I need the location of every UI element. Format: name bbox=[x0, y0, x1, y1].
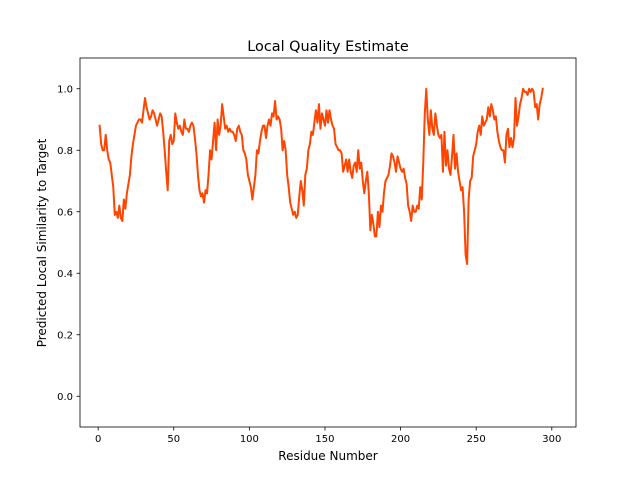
y-axis-label: Predicted Local Similarity to Target bbox=[35, 138, 49, 347]
y-tick-label: 0.8 bbox=[57, 146, 73, 157]
plot-area: 0 50 100 150 200 250 300 0.0 0.2 0.4 0.6 0.8 1.0 bbox=[57, 57, 577, 445]
y-tick-label: 0.0 bbox=[57, 392, 73, 403]
x-tick-label: 50 bbox=[167, 434, 180, 445]
y-tick-label: 0.6 bbox=[57, 207, 73, 218]
chart-title: Local Quality Estimate bbox=[247, 39, 409, 55]
axes-frame bbox=[79, 57, 577, 428]
x-tick-label: 0 bbox=[95, 434, 101, 445]
x-tick-label: 300 bbox=[542, 434, 561, 445]
x-tick-label: 250 bbox=[467, 434, 486, 445]
x-axis-label: Residue Number bbox=[278, 449, 377, 463]
y-tick-label: 0.4 bbox=[57, 269, 73, 280]
series-line-0 bbox=[98, 87, 544, 266]
x-tick-label: 200 bbox=[391, 434, 410, 445]
y-tick-label: 1.0 bbox=[57, 84, 73, 95]
x-tick-label: 100 bbox=[240, 434, 259, 445]
y-tick-label: 0.2 bbox=[57, 330, 73, 341]
x-tick-label: 150 bbox=[315, 434, 334, 445]
